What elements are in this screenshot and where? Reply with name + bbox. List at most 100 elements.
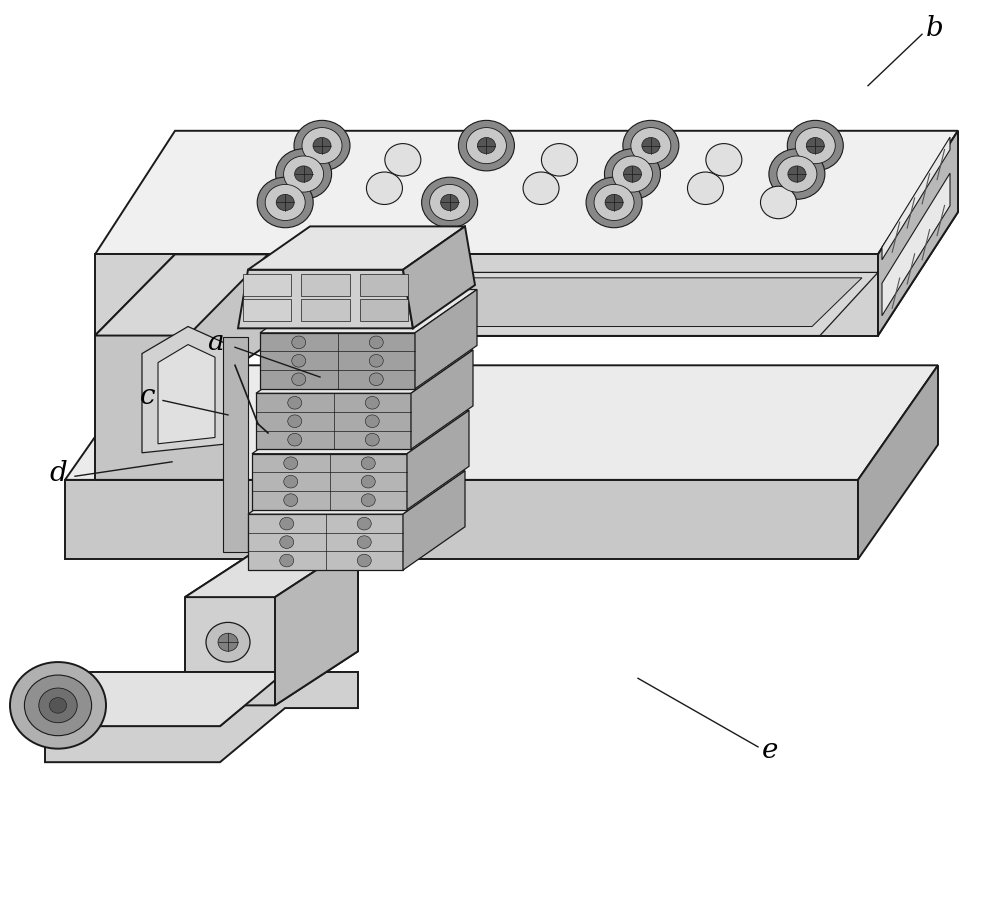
Circle shape bbox=[369, 336, 383, 349]
Circle shape bbox=[369, 354, 383, 367]
Circle shape bbox=[586, 177, 642, 227]
Polygon shape bbox=[403, 471, 465, 570]
Text: b: b bbox=[926, 15, 944, 42]
Circle shape bbox=[466, 127, 506, 163]
Circle shape bbox=[631, 127, 671, 163]
Circle shape bbox=[10, 662, 106, 749]
Circle shape bbox=[458, 120, 514, 170]
Circle shape bbox=[441, 194, 459, 210]
Polygon shape bbox=[256, 350, 473, 393]
Circle shape bbox=[284, 493, 298, 506]
Circle shape bbox=[292, 373, 306, 385]
Polygon shape bbox=[882, 173, 950, 316]
Circle shape bbox=[605, 194, 623, 210]
Polygon shape bbox=[275, 543, 358, 705]
Polygon shape bbox=[252, 410, 469, 454]
Circle shape bbox=[276, 194, 294, 210]
Circle shape bbox=[280, 518, 294, 530]
Circle shape bbox=[218, 633, 238, 651]
Circle shape bbox=[280, 536, 294, 548]
Circle shape bbox=[623, 166, 641, 182]
Polygon shape bbox=[407, 410, 469, 510]
Circle shape bbox=[777, 156, 817, 192]
Circle shape bbox=[787, 120, 843, 170]
Circle shape bbox=[366, 172, 402, 205]
Polygon shape bbox=[95, 254, 268, 336]
Polygon shape bbox=[360, 299, 408, 321]
Polygon shape bbox=[301, 299, 350, 321]
Polygon shape bbox=[252, 454, 407, 510]
Text: e: e bbox=[762, 737, 778, 764]
Polygon shape bbox=[295, 278, 862, 327]
Polygon shape bbox=[260, 333, 415, 389]
Polygon shape bbox=[65, 480, 858, 559]
Circle shape bbox=[357, 554, 371, 566]
Circle shape bbox=[292, 354, 306, 367]
Text: d: d bbox=[49, 460, 67, 487]
Circle shape bbox=[604, 149, 660, 199]
Circle shape bbox=[523, 172, 559, 205]
Circle shape bbox=[365, 433, 379, 446]
Circle shape bbox=[292, 336, 306, 349]
Circle shape bbox=[612, 156, 652, 192]
Circle shape bbox=[313, 137, 331, 153]
Circle shape bbox=[422, 177, 478, 227]
Circle shape bbox=[361, 493, 375, 506]
Circle shape bbox=[288, 397, 302, 410]
Polygon shape bbox=[243, 274, 291, 296]
Circle shape bbox=[687, 172, 723, 205]
Polygon shape bbox=[256, 393, 411, 449]
Circle shape bbox=[39, 688, 77, 723]
Circle shape bbox=[276, 149, 332, 199]
Polygon shape bbox=[58, 688, 210, 722]
Polygon shape bbox=[248, 226, 465, 270]
Circle shape bbox=[284, 457, 298, 470]
Circle shape bbox=[284, 475, 298, 488]
Circle shape bbox=[265, 184, 305, 220]
Circle shape bbox=[357, 518, 371, 530]
Circle shape bbox=[302, 127, 342, 163]
Polygon shape bbox=[280, 272, 878, 336]
Polygon shape bbox=[45, 672, 358, 762]
Circle shape bbox=[361, 475, 375, 488]
Circle shape bbox=[257, 177, 313, 227]
Circle shape bbox=[294, 120, 350, 170]
Circle shape bbox=[361, 457, 375, 470]
Polygon shape bbox=[411, 350, 473, 449]
Circle shape bbox=[795, 127, 835, 163]
Polygon shape bbox=[858, 365, 938, 559]
Circle shape bbox=[295, 166, 313, 182]
Polygon shape bbox=[142, 327, 228, 453]
Circle shape bbox=[788, 166, 806, 182]
Polygon shape bbox=[95, 254, 268, 480]
Polygon shape bbox=[260, 290, 477, 333]
Polygon shape bbox=[878, 131, 958, 336]
Polygon shape bbox=[65, 365, 938, 480]
Polygon shape bbox=[185, 543, 358, 597]
Circle shape bbox=[365, 397, 379, 410]
Circle shape bbox=[24, 675, 92, 736]
Circle shape bbox=[594, 184, 634, 220]
Polygon shape bbox=[248, 514, 403, 570]
Polygon shape bbox=[301, 274, 350, 296]
Circle shape bbox=[541, 143, 577, 176]
Polygon shape bbox=[95, 254, 878, 336]
Polygon shape bbox=[238, 270, 413, 328]
Circle shape bbox=[357, 536, 371, 548]
Circle shape bbox=[288, 433, 302, 446]
Polygon shape bbox=[878, 131, 958, 336]
Text: a: a bbox=[207, 329, 223, 356]
Polygon shape bbox=[223, 337, 248, 552]
Circle shape bbox=[385, 143, 421, 176]
Circle shape bbox=[642, 137, 660, 153]
Circle shape bbox=[706, 143, 742, 176]
Polygon shape bbox=[243, 299, 291, 321]
Circle shape bbox=[769, 149, 825, 199]
Polygon shape bbox=[360, 274, 408, 296]
Polygon shape bbox=[415, 290, 477, 389]
Circle shape bbox=[369, 373, 383, 385]
Polygon shape bbox=[403, 226, 475, 328]
Circle shape bbox=[280, 554, 294, 566]
Circle shape bbox=[284, 156, 324, 192]
Polygon shape bbox=[158, 345, 215, 444]
